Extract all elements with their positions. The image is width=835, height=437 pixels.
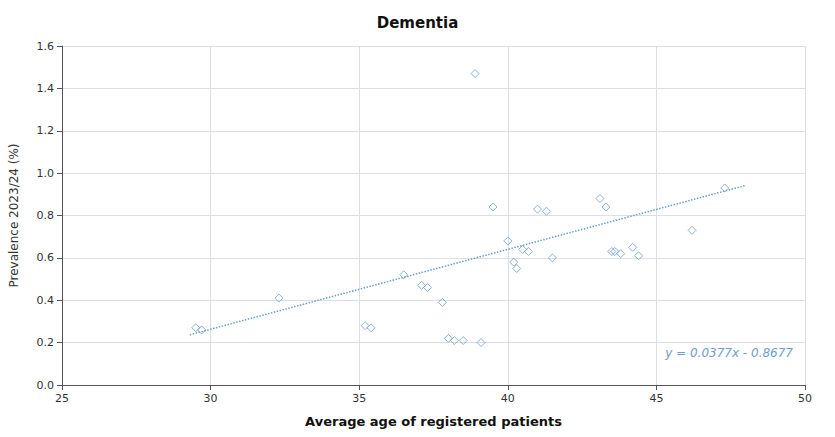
svg-text:y = 0.0377x - 0.8677: y = 0.0377x - 0.8677	[664, 346, 793, 360]
svg-text:1.0: 1.0	[37, 167, 55, 180]
svg-text:40: 40	[501, 392, 515, 405]
svg-text:Dementia: Dementia	[377, 14, 459, 32]
svg-text:25: 25	[55, 392, 69, 405]
svg-text:Average age of registered pati: Average age of registered patients	[305, 414, 562, 429]
svg-text:0.0: 0.0	[37, 379, 55, 392]
svg-text:1.2: 1.2	[37, 124, 55, 137]
svg-text:1.6: 1.6	[37, 40, 55, 53]
svg-text:1.4: 1.4	[37, 82, 55, 95]
svg-text:0.2: 0.2	[37, 336, 55, 349]
svg-text:Prevalence 2023/24 (%): Prevalence 2023/24 (%)	[7, 143, 21, 287]
svg-text:45: 45	[649, 392, 663, 405]
svg-text:0.4: 0.4	[37, 294, 55, 307]
svg-text:50: 50	[798, 392, 812, 405]
svg-text:0.8: 0.8	[37, 209, 55, 222]
svg-text:0.6: 0.6	[37, 251, 55, 264]
svg-text:30: 30	[204, 392, 218, 405]
svg-text:35: 35	[352, 392, 366, 405]
